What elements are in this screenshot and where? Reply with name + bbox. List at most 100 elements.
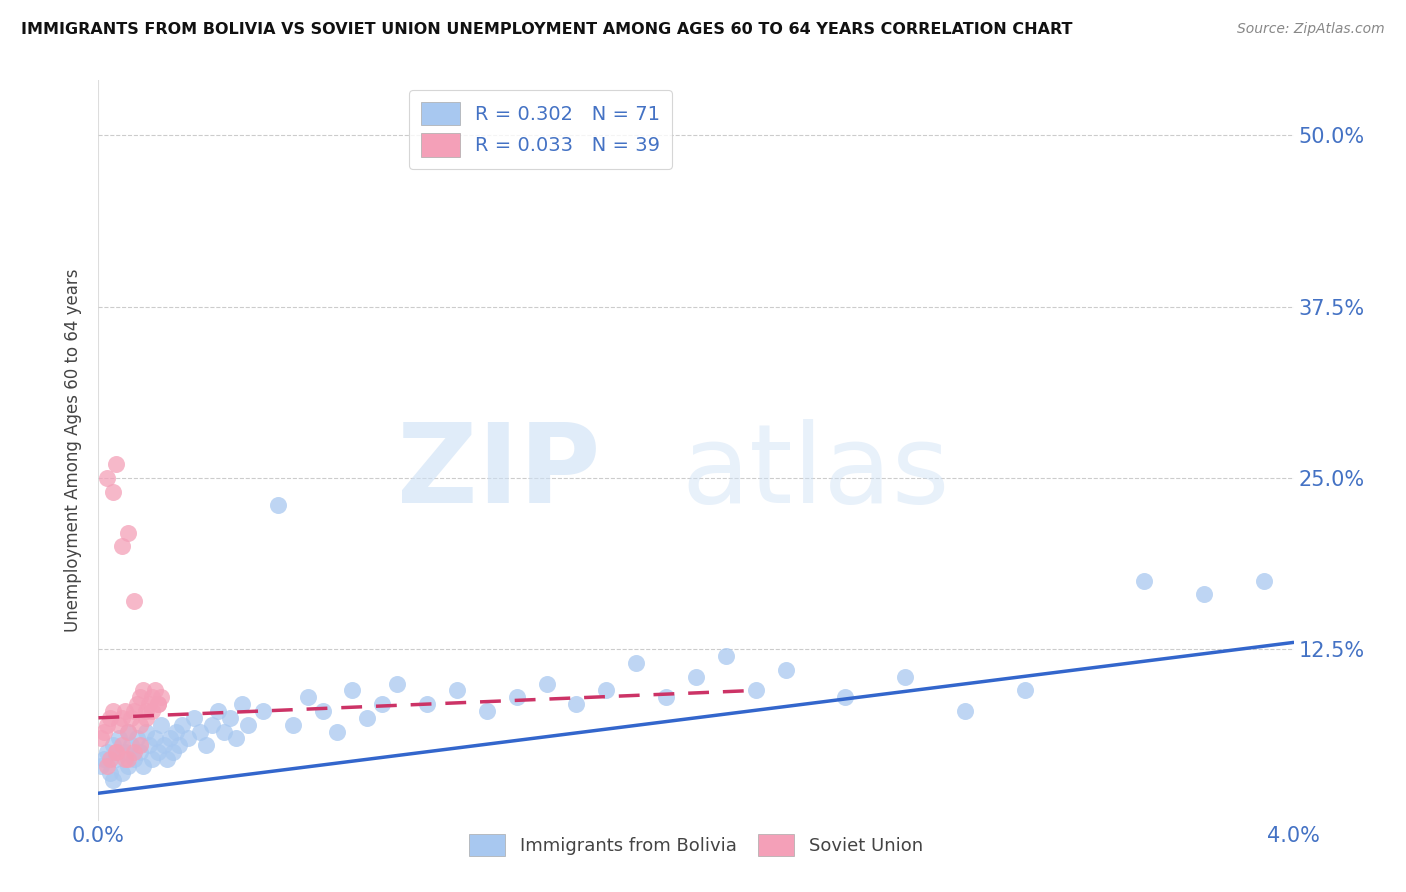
- Legend: Immigrants from Bolivia, Soviet Union: Immigrants from Bolivia, Soviet Union: [461, 827, 931, 863]
- Point: [225, 731, 247, 746]
- Point: [117, 525, 139, 540]
- Point: [129, 738, 152, 752]
- Text: ZIP: ZIP: [396, 419, 600, 526]
- Point: [626, 656, 648, 670]
- Point: [416, 697, 439, 711]
- Point: [745, 683, 768, 698]
- Point: [96, 717, 118, 731]
- Point: [655, 690, 678, 705]
- Point: [267, 498, 290, 512]
- Point: [953, 704, 976, 718]
- Point: [117, 752, 139, 766]
- Point: [506, 690, 529, 705]
- Point: [117, 724, 139, 739]
- Point: [124, 704, 146, 718]
- Point: [446, 683, 468, 698]
- Point: [132, 683, 155, 698]
- Point: [201, 717, 224, 731]
- Point: [105, 752, 128, 766]
- Point: [252, 704, 274, 718]
- Point: [143, 683, 166, 698]
- Point: [105, 745, 128, 759]
- Point: [281, 717, 304, 731]
- Point: [103, 738, 125, 752]
- Point: [90, 759, 112, 773]
- Point: [96, 745, 118, 759]
- Point: [129, 745, 152, 759]
- Point: [188, 724, 211, 739]
- Point: [120, 711, 142, 725]
- Point: [150, 717, 173, 731]
- Point: [1192, 587, 1215, 601]
- Point: [135, 724, 157, 739]
- Point: [685, 670, 707, 684]
- Point: [103, 484, 125, 499]
- Point: [103, 772, 125, 787]
- Point: [1253, 574, 1275, 588]
- Point: [96, 471, 118, 485]
- Point: [595, 683, 617, 698]
- Point: [311, 704, 333, 718]
- Point: [105, 745, 128, 759]
- Point: [159, 731, 181, 746]
- Point: [111, 540, 134, 554]
- Point: [834, 690, 856, 705]
- Point: [96, 759, 118, 773]
- Point: [183, 711, 205, 725]
- Point: [132, 759, 155, 773]
- Point: [103, 704, 125, 718]
- Point: [536, 676, 558, 690]
- Point: [127, 731, 149, 746]
- Point: [219, 711, 242, 725]
- Point: [124, 594, 146, 608]
- Point: [195, 738, 218, 752]
- Point: [135, 711, 157, 725]
- Point: [114, 745, 136, 759]
- Point: [138, 738, 160, 752]
- Point: [231, 697, 253, 711]
- Point: [371, 697, 394, 711]
- Point: [129, 690, 152, 705]
- Point: [124, 745, 146, 759]
- Point: [141, 704, 163, 718]
- Point: [894, 670, 917, 684]
- Point: [153, 738, 176, 752]
- Point: [120, 738, 142, 752]
- Text: IMMIGRANTS FROM BOLIVIA VS SOVIET UNION UNEMPLOYMENT AMONG AGES 60 TO 64 YEARS C: IMMIGRANTS FROM BOLIVIA VS SOVIET UNION …: [21, 22, 1073, 37]
- Point: [148, 745, 170, 759]
- Point: [177, 731, 200, 746]
- Point: [129, 717, 152, 731]
- Point: [148, 697, 170, 711]
- Point: [98, 765, 122, 780]
- Point: [167, 738, 190, 752]
- Point: [326, 724, 349, 739]
- Text: Source: ZipAtlas.com: Source: ZipAtlas.com: [1237, 22, 1385, 37]
- Point: [127, 697, 149, 711]
- Point: [111, 711, 134, 725]
- Point: [90, 731, 112, 746]
- Point: [172, 717, 194, 731]
- Point: [342, 683, 364, 698]
- Point: [297, 690, 319, 705]
- Point: [565, 697, 588, 711]
- Point: [117, 724, 139, 739]
- Point: [93, 752, 115, 766]
- Point: [212, 724, 235, 739]
- Point: [714, 649, 737, 664]
- Point: [98, 711, 122, 725]
- Point: [148, 697, 170, 711]
- Point: [150, 690, 173, 705]
- Point: [385, 676, 409, 690]
- Point: [165, 724, 187, 739]
- Point: [475, 704, 498, 718]
- Point: [114, 704, 136, 718]
- Point: [775, 663, 797, 677]
- Point: [108, 717, 131, 731]
- Point: [135, 704, 157, 718]
- Point: [117, 759, 139, 773]
- Point: [93, 724, 115, 739]
- Point: [1014, 683, 1036, 698]
- Point: [98, 752, 122, 766]
- Point: [207, 704, 229, 718]
- Point: [108, 731, 131, 746]
